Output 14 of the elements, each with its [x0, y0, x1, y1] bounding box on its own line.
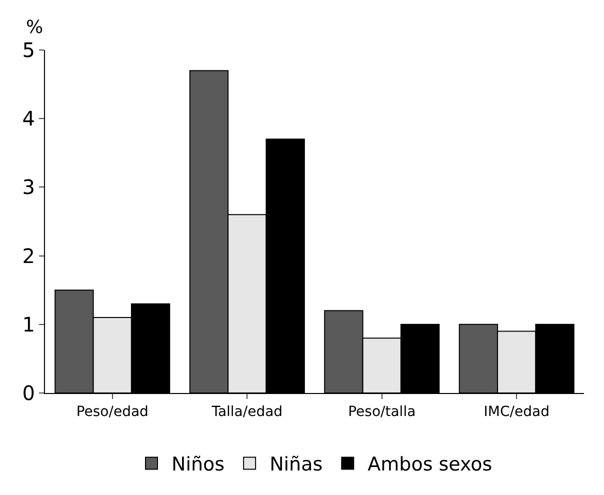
y-tick-label: 1	[22, 312, 35, 336]
y-tick-label: 0	[22, 381, 35, 405]
legend-label: Niños	[172, 454, 225, 476]
y-tick-label: 2	[22, 244, 35, 268]
y-tick-label: 3	[22, 175, 35, 200]
x-tick-label: Peso/edad	[76, 404, 148, 420]
legend-label: Ambos sexos	[368, 454, 492, 476]
y-tick-label: 5	[22, 38, 35, 62]
x-tick-label: Peso/talla	[348, 404, 416, 420]
y-axis-title: %	[26, 17, 44, 38]
y-tick-label: 4	[22, 106, 35, 131]
x-tick-label: IMC/edad	[484, 404, 550, 420]
x-tick-label: Talla/edad	[210, 404, 283, 420]
legend-label: Niñas	[270, 454, 323, 476]
